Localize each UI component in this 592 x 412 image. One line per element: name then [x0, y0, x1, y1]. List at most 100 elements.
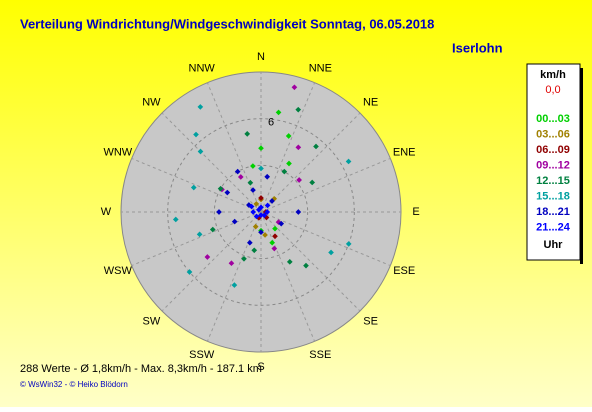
spoke [161, 211, 262, 312]
legend-label: 21...24 [536, 221, 571, 233]
legend-label: 12...15 [536, 175, 570, 187]
direction-label: NW [142, 96, 161, 108]
point [258, 212, 264, 218]
point [244, 131, 251, 137]
spoke [260, 157, 391, 213]
point [246, 239, 253, 246]
point [286, 259, 293, 265]
point [250, 163, 256, 169]
point [196, 231, 203, 238]
grid-ring [167, 118, 355, 306]
direction-label: SSW [189, 349, 215, 361]
spoke [131, 157, 262, 213]
point [295, 209, 302, 215]
direction-label: S [257, 361, 264, 373]
legend-footer: Uhr [544, 239, 564, 251]
point [264, 209, 271, 215]
direction-label: WSW [104, 265, 133, 277]
point [193, 131, 199, 138]
point [252, 223, 259, 230]
point [295, 144, 302, 151]
point [248, 203, 255, 210]
point [231, 282, 238, 288]
point [172, 216, 179, 223]
point [309, 179, 316, 186]
chart-title: Verteilung Windrichtung/Windgeschwindigk… [20, 16, 434, 31]
legend-shadow [580, 68, 583, 264]
point [224, 189, 231, 196]
point [231, 218, 238, 225]
spoke [161, 112, 262, 213]
point [313, 143, 319, 150]
legend-box [526, 63, 581, 261]
direction-label: WNW [103, 147, 132, 159]
point [295, 106, 302, 113]
point [258, 229, 264, 236]
point [237, 174, 244, 180]
r-tick-label: 6 [268, 117, 274, 129]
point [264, 202, 271, 209]
point [272, 233, 278, 240]
direction-label: N [257, 51, 265, 63]
point [255, 206, 262, 213]
point [269, 198, 275, 204]
point [217, 185, 224, 192]
point [216, 209, 222, 215]
point [271, 245, 278, 252]
legend-label: 18...21 [536, 206, 570, 218]
direction-label: E [412, 206, 419, 218]
legend-label: 03...06 [536, 128, 570, 140]
legend-label: 09...12 [536, 159, 570, 171]
point [345, 241, 352, 247]
spoke [206, 211, 262, 342]
direction-label: SSE [309, 349, 331, 361]
point [250, 187, 256, 193]
direction-label: NNW [189, 63, 216, 75]
credits: © WsWin32 - © Heiko Blödorn [20, 380, 128, 389]
summary: 288 Werte - Ø 1,8km/h - Max. 8,3km/h - 1… [20, 363, 262, 375]
legend-label: 00...03 [536, 113, 570, 125]
grid-ring [213, 164, 309, 260]
point [241, 255, 247, 262]
spoke [260, 82, 316, 213]
point [197, 104, 204, 110]
direction-label: ESE [393, 265, 415, 277]
point [262, 232, 268, 238]
legend-label: 06...09 [536, 144, 570, 156]
direction-label: SW [143, 316, 161, 328]
legend-label: 15...18 [536, 190, 570, 202]
point [275, 109, 282, 116]
point [190, 184, 197, 191]
spoke [260, 211, 316, 342]
point [250, 209, 257, 215]
point [247, 179, 254, 186]
spoke [260, 112, 361, 213]
direction-label: SE [363, 316, 378, 328]
point [253, 213, 260, 220]
point [197, 148, 204, 155]
calm-label: 0,0 [545, 84, 560, 96]
direction-label: W [101, 206, 112, 218]
point [278, 220, 285, 227]
point [209, 226, 216, 233]
point [272, 225, 278, 232]
point [345, 158, 352, 165]
spoke [260, 211, 361, 312]
point [251, 247, 258, 254]
spoke [131, 211, 262, 267]
spoke [260, 211, 391, 267]
point [264, 173, 271, 180]
point [296, 177, 302, 183]
point [328, 249, 334, 256]
point [269, 239, 276, 246]
point [258, 165, 264, 172]
point [281, 168, 288, 175]
point [186, 269, 193, 275]
legend-title: km/h [540, 69, 566, 81]
point [261, 212, 268, 219]
point [228, 260, 235, 267]
point [234, 168, 241, 175]
point [258, 145, 264, 152]
point [303, 262, 309, 269]
